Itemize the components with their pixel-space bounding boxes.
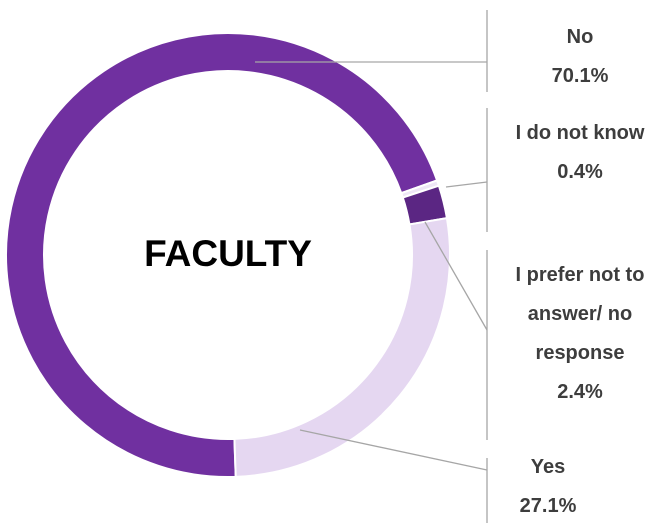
value-label: 0.4% xyxy=(557,161,603,183)
leader-line xyxy=(445,181,488,188)
value-label: 2.4% xyxy=(557,381,603,403)
category-label: Yes xyxy=(530,456,566,478)
center-label: FACULTY xyxy=(144,233,312,274)
donut-slice xyxy=(233,216,451,478)
category-label: I prefer not to answer/ no response xyxy=(515,264,645,364)
category-label: I do not know xyxy=(515,122,645,144)
value-label: 70.1% xyxy=(551,65,609,87)
slice-label: No 70.1% xyxy=(492,18,668,96)
leader-lines xyxy=(255,10,488,523)
category-label: No xyxy=(566,26,594,48)
leader-line xyxy=(299,429,488,471)
donut-slice xyxy=(5,32,439,478)
slice-label: Yes 27.1% xyxy=(460,448,636,526)
slice-label: I prefer not to answer/ no response 2.4% xyxy=(492,256,668,412)
value-label: 27.1% xyxy=(519,495,577,517)
leader-line xyxy=(424,221,488,331)
donut xyxy=(5,32,451,478)
slice-label: I do not know 0.4% xyxy=(515,114,645,192)
